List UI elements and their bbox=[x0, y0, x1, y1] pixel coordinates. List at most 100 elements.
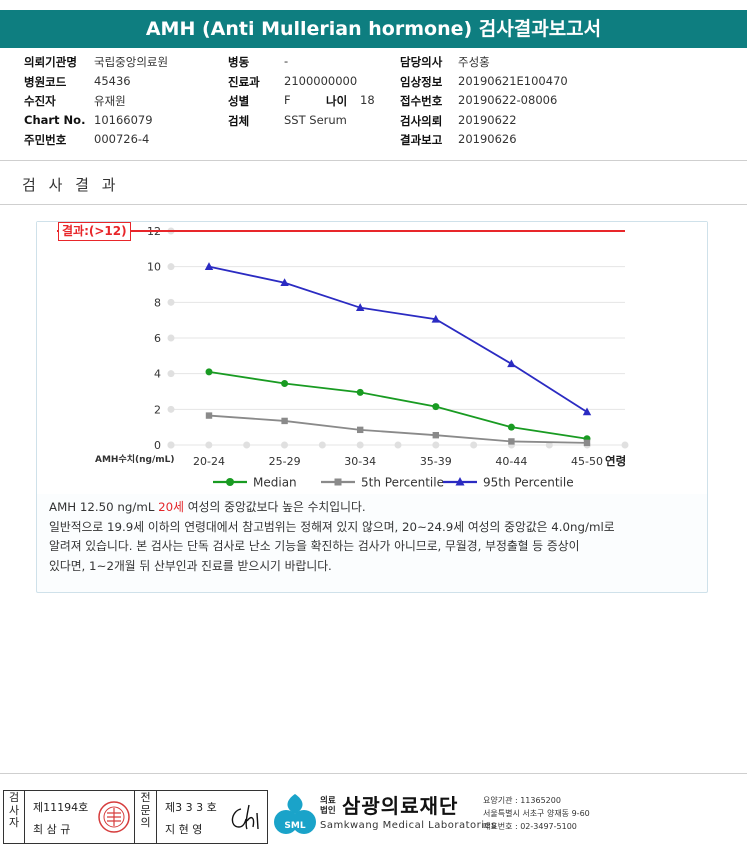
data-point bbox=[204, 262, 214, 270]
specialist-name: 지 현 영 bbox=[165, 823, 203, 836]
info-label: 검체 bbox=[228, 113, 250, 128]
section-title: 검 사 결 과 bbox=[22, 176, 120, 194]
inspector-seal-icon bbox=[98, 801, 130, 833]
info-label: 의뢰기관명 bbox=[24, 55, 77, 69]
y-axis-dot bbox=[167, 370, 175, 378]
info-label: 주민번호 bbox=[24, 133, 67, 147]
age-value: 18 bbox=[360, 93, 375, 107]
info-value: 유재원 bbox=[94, 94, 126, 108]
x-axis-dot bbox=[545, 441, 553, 449]
inspector-cell: 제11194호 최 삼 규 bbox=[24, 791, 134, 843]
patient-info-grid: 의뢰기관명 국립중앙의료원 병동 - 담당의사 주성홍 병원코드 45436 진료과 210000… bbox=[24, 54, 744, 152]
y-axis-dot bbox=[167, 298, 175, 306]
desc-line3: 알려져 있습니다. 본 검사는 단독 검사로 난소 기능을 확진하는 검사가 아… bbox=[49, 539, 580, 553]
footer-divider bbox=[0, 773, 747, 774]
org-code: 요양기관 : 11365200 bbox=[483, 796, 561, 805]
info-value: 국립중앙의료원 bbox=[94, 55, 169, 69]
y-axis-dot bbox=[167, 263, 175, 271]
data-point bbox=[357, 426, 364, 434]
x-axis-dot bbox=[356, 441, 364, 449]
info-row: 병원코드 45436 진료과 2100000000 임상정보 20190621E10047… bbox=[24, 74, 744, 94]
info-row: Chart No. 10166079 검체 SST Serum 검사의뢰 20190622 bbox=[24, 113, 744, 133]
result-badge: 결과:(>12) bbox=[58, 222, 131, 241]
data-point bbox=[508, 438, 515, 445]
info-label: 접수번호 bbox=[400, 94, 443, 108]
x-axis-dot bbox=[470, 441, 478, 449]
legend-marker bbox=[455, 477, 465, 486]
specialist-cell: 제3 3 3 호 지 현 영 bbox=[156, 791, 267, 843]
x-axis-dot bbox=[621, 441, 629, 449]
data-point bbox=[281, 417, 288, 425]
info-label: Chart No. bbox=[24, 112, 86, 127]
result-description: AMH 12.50 ng/mL 20세 여성의 중앙값보다 높은 수치입니다. … bbox=[49, 498, 704, 576]
info-label: 결과보고 bbox=[400, 133, 443, 147]
org-english-name: Samkwang Medical Laboratories bbox=[320, 820, 497, 831]
report-title: AMH (Anti Mullerian hormone) 검사결과보고서 bbox=[0, 10, 747, 48]
x-tick-label: 25-29 bbox=[269, 455, 301, 468]
info-value: 20190622 bbox=[458, 112, 517, 127]
inspector-license: 제11194호 bbox=[33, 801, 89, 814]
info-label: 담당의사 bbox=[400, 55, 443, 69]
legend-label: 95th Percentile bbox=[483, 476, 574, 490]
data-point bbox=[356, 303, 365, 311]
x-axis-dot bbox=[432, 441, 440, 449]
inspector-name: 최 삼 규 bbox=[33, 823, 71, 836]
info-value: 20190626 bbox=[458, 132, 517, 146]
info-label: 성별 bbox=[228, 94, 250, 108]
result-panel: 0 2 4 6 8 10 12 AMH수치(ng/mL) 20-24 25-29 30-34 35-3… bbox=[36, 221, 708, 593]
desc-line2: 일반적으로 19.9세 이하의 연령대에서 참고범위는 정해져 있지 않으며, … bbox=[49, 519, 615, 534]
org-name: 삼광의료재단 bbox=[342, 794, 459, 818]
age-label: 나이 bbox=[326, 94, 348, 108]
legend-marker bbox=[334, 478, 342, 486]
data-point bbox=[281, 379, 289, 387]
info-row: 의뢰기관명 국립중앙의료원 병동 - 담당의사 주성홍 bbox=[24, 54, 744, 74]
info-value: 20190621E100470 bbox=[458, 73, 568, 88]
info-label: 검사의뢰 bbox=[400, 113, 443, 128]
x-axis-dot bbox=[243, 441, 251, 449]
info-value: 45436 bbox=[94, 73, 131, 88]
info-value: 2100000000 bbox=[284, 73, 358, 88]
info-label: 병원코드 bbox=[24, 74, 67, 89]
info-value: 000726-4 bbox=[94, 132, 150, 146]
info-label: 수진자 bbox=[24, 94, 56, 108]
org-address: 서울특별시 서초구 양재동 9-60 bbox=[483, 809, 590, 818]
series-line bbox=[208, 414, 588, 444]
info-value: F bbox=[284, 93, 291, 107]
info-value: 20190622-08006 bbox=[458, 93, 558, 107]
data-point bbox=[582, 407, 592, 416]
x-tick-label: 40-44 bbox=[495, 455, 527, 468]
data-point bbox=[431, 314, 440, 323]
x-tick-label: 35-39 bbox=[420, 455, 452, 468]
lab-organization: SML 의료 법인 삼광의료재단 Samkwang Medical Laborat… bbox=[272, 790, 742, 844]
specialist-signature-icon bbox=[231, 804, 259, 830]
desc-part2: 여성의 중앙값보다 높은 수치입니다. bbox=[184, 500, 366, 514]
org-legal-type: 의료 법인 bbox=[320, 796, 336, 816]
data-point bbox=[280, 278, 289, 287]
section-divider bbox=[0, 204, 747, 205]
x-axis-dot bbox=[394, 441, 402, 449]
x-axis-dot bbox=[205, 441, 213, 449]
info-row: 수진자 유재원 성별 F 접수번호 20190622-08006 나이 18 bbox=[24, 93, 744, 113]
y-tick-label: 0 bbox=[154, 439, 161, 452]
y-axis-label: AMH수치(ng/mL) bbox=[95, 453, 175, 465]
y-tick-label: 2 bbox=[154, 403, 161, 416]
info-value: 주성홍 bbox=[458, 55, 490, 69]
series-line bbox=[208, 370, 588, 440]
info-value: 10166079 bbox=[94, 112, 153, 127]
info-label: 진료과 bbox=[228, 74, 260, 89]
legend-label: 5th Percentile bbox=[361, 476, 444, 490]
x-axis-dot bbox=[281, 441, 288, 449]
info-value: SST Serum bbox=[284, 112, 347, 127]
info-label: 병동 bbox=[228, 55, 250, 69]
legend-label: Median bbox=[253, 476, 297, 490]
data-point bbox=[507, 359, 516, 368]
y-tick-label: 8 bbox=[154, 296, 161, 309]
x-tick-label: 30-34 bbox=[344, 455, 376, 468]
y-tick-label: 10 bbox=[147, 261, 161, 274]
org-phone: 대표번호 : 02-3497-5100 bbox=[483, 822, 577, 831]
x-axis-dot bbox=[318, 441, 326, 449]
